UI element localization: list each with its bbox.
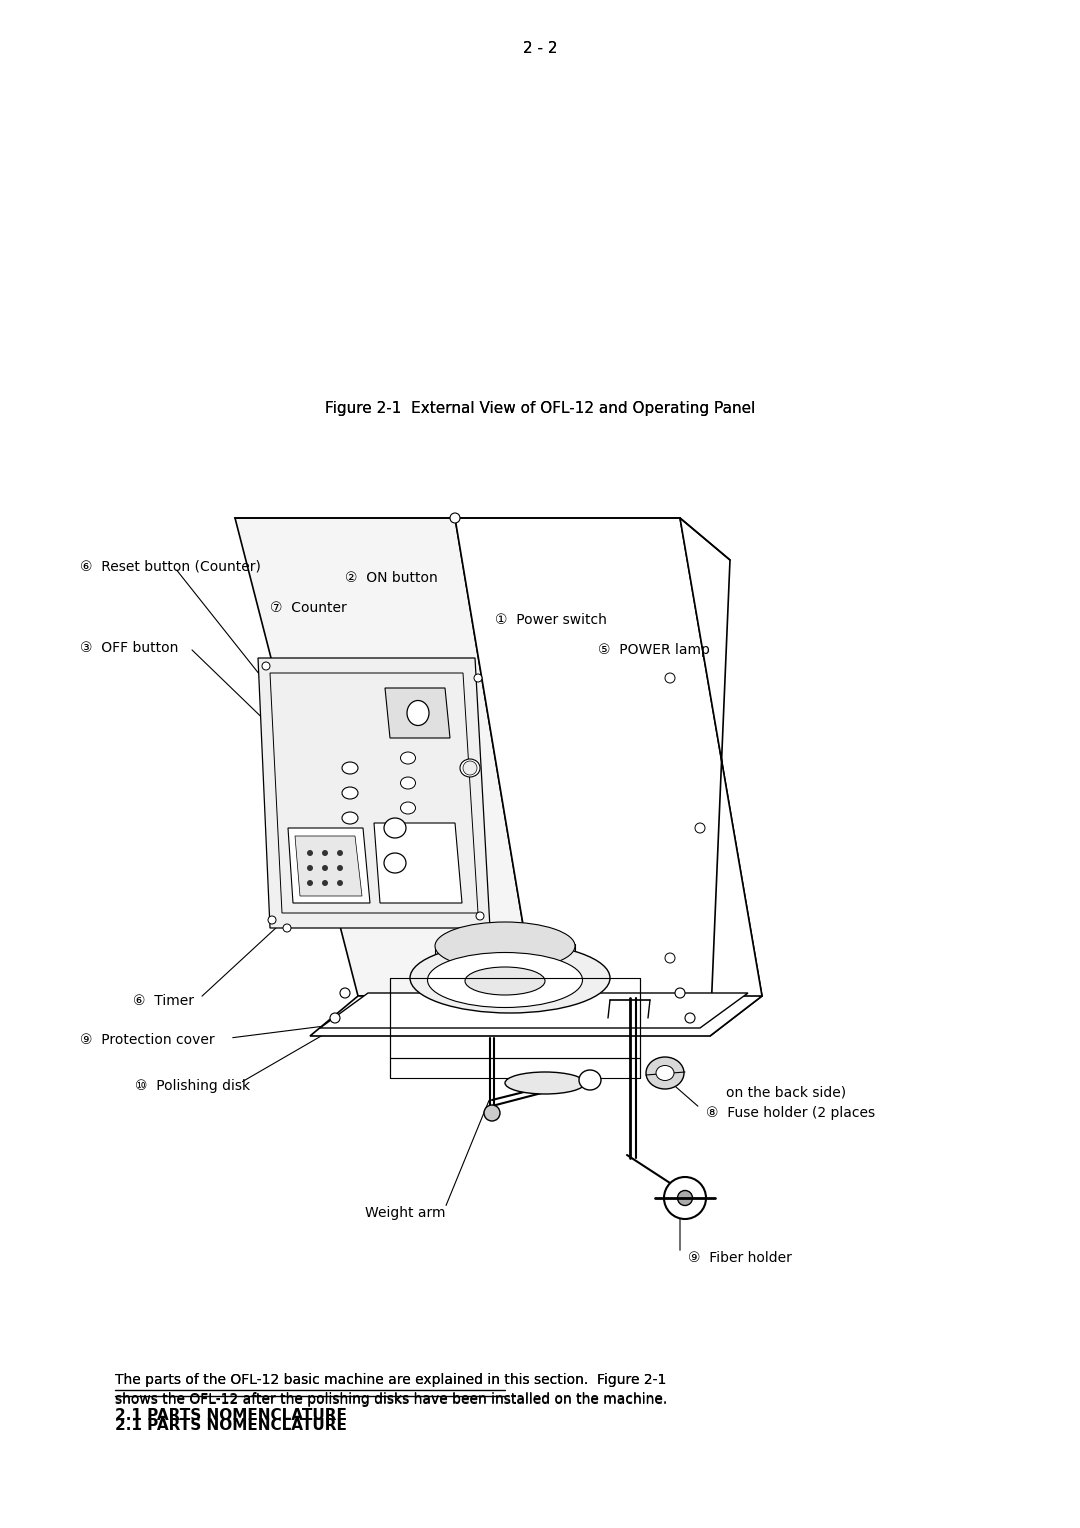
Ellipse shape <box>677 1190 692 1206</box>
Text: The parts of the OFL-12 basic machine are explained in this section.  Figure 2-1: The parts of the OFL-12 basic machine ar… <box>114 1374 667 1407</box>
Polygon shape <box>384 688 450 738</box>
Ellipse shape <box>450 513 460 523</box>
Ellipse shape <box>435 921 575 970</box>
Ellipse shape <box>696 824 705 833</box>
Ellipse shape <box>685 1013 696 1024</box>
Ellipse shape <box>401 802 416 814</box>
Ellipse shape <box>665 953 675 963</box>
Ellipse shape <box>322 865 328 871</box>
Ellipse shape <box>342 787 357 799</box>
Ellipse shape <box>474 674 482 681</box>
Ellipse shape <box>330 1013 340 1024</box>
Text: ②  ON button: ② ON button <box>345 571 437 585</box>
Text: Figure 2-1  External View of OFL-12 and Operating Panel: Figure 2-1 External View of OFL-12 and O… <box>325 400 755 416</box>
Ellipse shape <box>384 853 406 872</box>
Ellipse shape <box>428 952 582 1007</box>
Text: ⑥  Timer: ⑥ Timer <box>133 995 194 1008</box>
Text: Weight arm: Weight arm <box>365 1206 446 1219</box>
Polygon shape <box>235 518 535 996</box>
Ellipse shape <box>337 850 343 856</box>
Ellipse shape <box>307 865 313 871</box>
Ellipse shape <box>410 943 610 1013</box>
Ellipse shape <box>262 662 270 669</box>
Ellipse shape <box>322 880 328 886</box>
Text: ③  OFF button: ③ OFF button <box>80 642 178 656</box>
Text: ⑨  Protection cover: ⑨ Protection cover <box>80 1033 215 1047</box>
Ellipse shape <box>307 880 313 886</box>
Ellipse shape <box>283 924 291 932</box>
Polygon shape <box>258 659 490 927</box>
Ellipse shape <box>656 1065 674 1080</box>
Text: The parts of the OFL-12 basic machine are explained in this section.  Figure 2-1: The parts of the OFL-12 basic machine ar… <box>114 1374 667 1406</box>
Text: 2 - 2: 2 - 2 <box>523 41 557 55</box>
Text: ⑨  Fiber holder: ⑨ Fiber holder <box>688 1251 792 1265</box>
Text: 2.1 PARTS NOMENCLATURE: 2.1 PARTS NOMENCLATURE <box>114 1418 347 1433</box>
Ellipse shape <box>340 989 350 998</box>
Ellipse shape <box>463 761 477 775</box>
Ellipse shape <box>384 817 406 837</box>
Ellipse shape <box>484 1105 500 1122</box>
Text: ①  Power switch: ① Power switch <box>495 613 607 626</box>
Ellipse shape <box>665 672 675 683</box>
Ellipse shape <box>646 1057 684 1089</box>
Ellipse shape <box>322 850 328 856</box>
Polygon shape <box>680 518 762 1036</box>
Polygon shape <box>455 518 762 996</box>
Ellipse shape <box>268 915 276 924</box>
Text: ⑤  POWER lamp: ⑤ POWER lamp <box>598 643 710 657</box>
Ellipse shape <box>342 762 357 775</box>
Polygon shape <box>288 828 370 903</box>
Text: 2 - 2: 2 - 2 <box>523 41 557 55</box>
Polygon shape <box>310 996 762 1036</box>
Ellipse shape <box>401 778 416 788</box>
Ellipse shape <box>579 1070 600 1089</box>
Polygon shape <box>295 836 362 895</box>
Ellipse shape <box>675 989 685 998</box>
Ellipse shape <box>401 752 416 764</box>
Ellipse shape <box>307 850 313 856</box>
Ellipse shape <box>407 700 429 726</box>
Text: ⑦  Counter: ⑦ Counter <box>270 601 347 614</box>
Ellipse shape <box>505 1073 585 1094</box>
Ellipse shape <box>460 759 480 778</box>
Text: on the back side): on the back side) <box>726 1086 846 1100</box>
Ellipse shape <box>337 880 343 886</box>
Ellipse shape <box>664 1177 706 1219</box>
Ellipse shape <box>476 912 484 920</box>
Text: 2.1 PARTS NOMENCLATURE: 2.1 PARTS NOMENCLATURE <box>114 1407 347 1423</box>
Ellipse shape <box>337 865 343 871</box>
Text: Figure 2-1  External View of OFL-12 and Operating Panel: Figure 2-1 External View of OFL-12 and O… <box>325 400 755 416</box>
Ellipse shape <box>465 967 545 995</box>
Text: ⑩  Polishing disk: ⑩ Polishing disk <box>135 1079 251 1093</box>
Text: ⑥  Reset button (Counter): ⑥ Reset button (Counter) <box>80 559 261 573</box>
Polygon shape <box>374 824 462 903</box>
Text: ⑧  Fuse holder (2 places: ⑧ Fuse holder (2 places <box>706 1106 875 1120</box>
Polygon shape <box>320 993 748 1028</box>
Ellipse shape <box>342 811 357 824</box>
